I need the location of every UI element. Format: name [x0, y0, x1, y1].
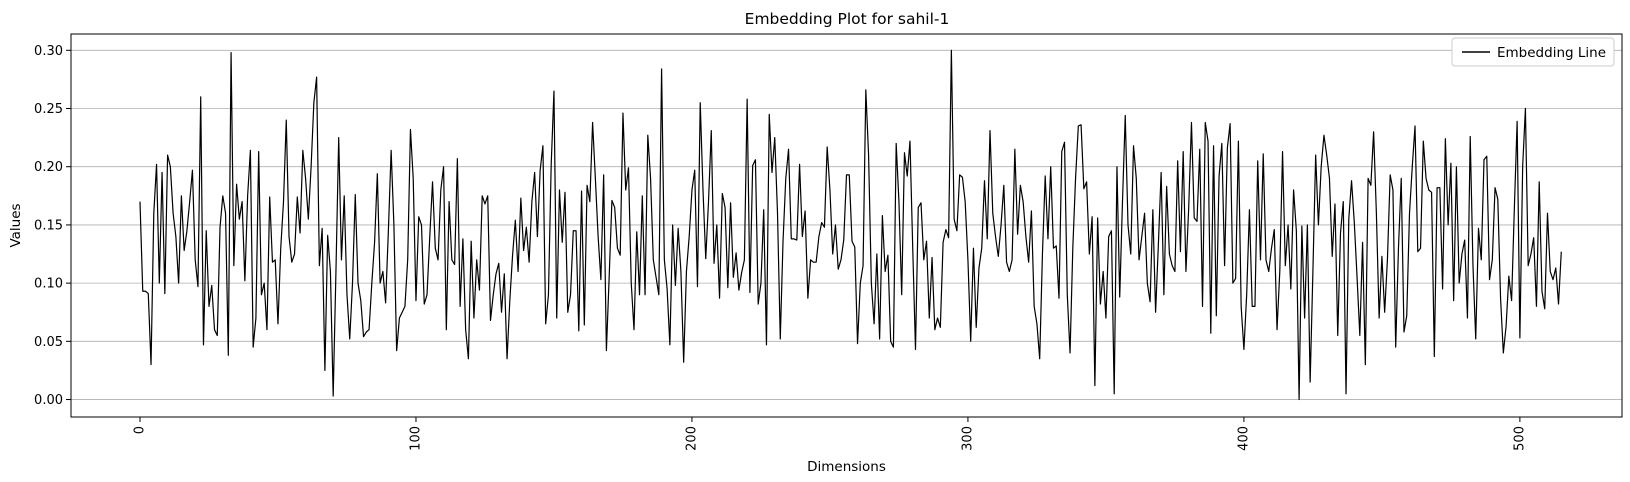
- legend-box: [1451, 37, 1615, 67]
- y-tick-label: 0.15: [34, 218, 63, 233]
- x-axis: 0 100 200 300 400 500: [132, 417, 1527, 451]
- y-axis: 0.00 0.05 0.10 0.15 0.20 0.25 0.30: [34, 44, 71, 408]
- y-tick-label: 0.20: [34, 160, 63, 175]
- x-tick-label: 200: [684, 426, 699, 451]
- grid-lines: [71, 49, 1622, 400]
- chart-title: Embedding Plot for sahil-1: [745, 10, 950, 28]
- legend: Embedding Line: [1451, 37, 1615, 67]
- legend-label: Embedding Line: [1497, 45, 1606, 61]
- y-tick-label: 0.00: [34, 393, 63, 408]
- plot-frame: [70, 33, 1623, 418]
- x-tick-label: 0: [132, 426, 147, 434]
- y-tick-label: 0.05: [34, 335, 63, 350]
- plot-area: [139, 49, 1562, 401]
- y-tick-label: 0.10: [34, 277, 63, 292]
- y-axis-label: Values: [8, 203, 24, 247]
- x-tick-label: 100: [408, 426, 423, 451]
- x-tick-label: 300: [960, 426, 975, 451]
- x-tick-label: 400: [1236, 426, 1251, 451]
- x-tick-label: 500: [1512, 426, 1527, 451]
- x-axis-label: Dimensions: [807, 459, 886, 475]
- y-tick-label: 0.25: [34, 102, 63, 117]
- y-tick-label: 0.30: [34, 44, 63, 59]
- series-line-embedding: [139, 49, 1562, 401]
